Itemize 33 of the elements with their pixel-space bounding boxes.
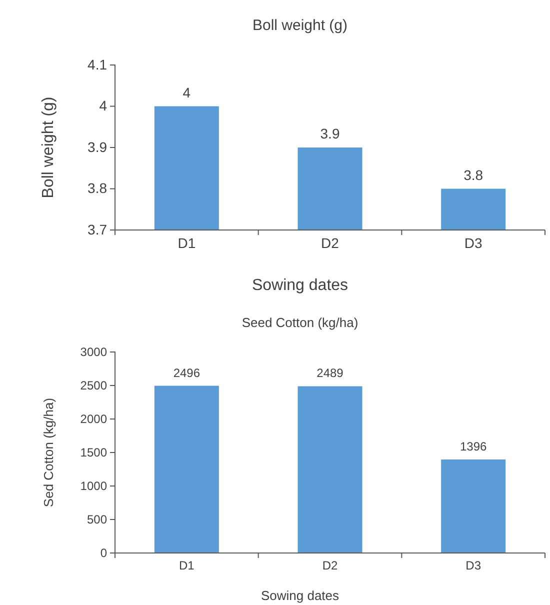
y-tick-label: 1000 <box>80 478 108 493</box>
y-tick-label: 2000 <box>80 412 108 426</box>
y-tick-label: 500 <box>86 512 108 526</box>
bar <box>154 386 219 553</box>
y-tick-label: 1500 <box>80 445 108 460</box>
y-tick-label: 4.1 <box>88 56 108 72</box>
y-tick-label: 3000 <box>80 344 108 359</box>
x-tick-label: D3 <box>464 234 482 251</box>
y-tick-label: 2500 <box>80 378 108 392</box>
data-label: 1396 <box>460 439 488 454</box>
x-tick-label: D3 <box>466 558 482 573</box>
chart-title: Boll weight (g) <box>252 17 348 34</box>
x-tick-label: D1 <box>178 234 196 251</box>
data-label: 3.8 <box>464 166 484 183</box>
y-tick-label: 3.9 <box>88 138 108 155</box>
data-label: 2496 <box>173 366 200 380</box>
data-label: 3.9 <box>320 126 340 142</box>
y-axis-title: Sed Cotton (kg/ha) <box>41 398 56 508</box>
data-label: 2489 <box>316 366 344 380</box>
y-tick-label: 3.7 <box>88 221 108 238</box>
x-axis-title: Sowing dates <box>252 277 348 294</box>
chart-title: Seed Cotton (kg/ha) <box>242 315 358 330</box>
y-axis-title: Boll weight (g) <box>40 96 57 198</box>
y-tick-label: 0 <box>100 546 108 560</box>
y-tick-label: 3.8 <box>88 180 108 196</box>
x-axis-title: Sowing dates <box>260 588 340 603</box>
y-tick-label: 4 <box>99 98 108 114</box>
x-tick-label: D2 <box>321 234 340 251</box>
x-tick-label: D1 <box>178 558 195 573</box>
data-label: 4 <box>182 84 191 100</box>
bar <box>441 459 506 553</box>
x-tick-label: D2 <box>322 558 338 573</box>
bar <box>298 386 362 553</box>
